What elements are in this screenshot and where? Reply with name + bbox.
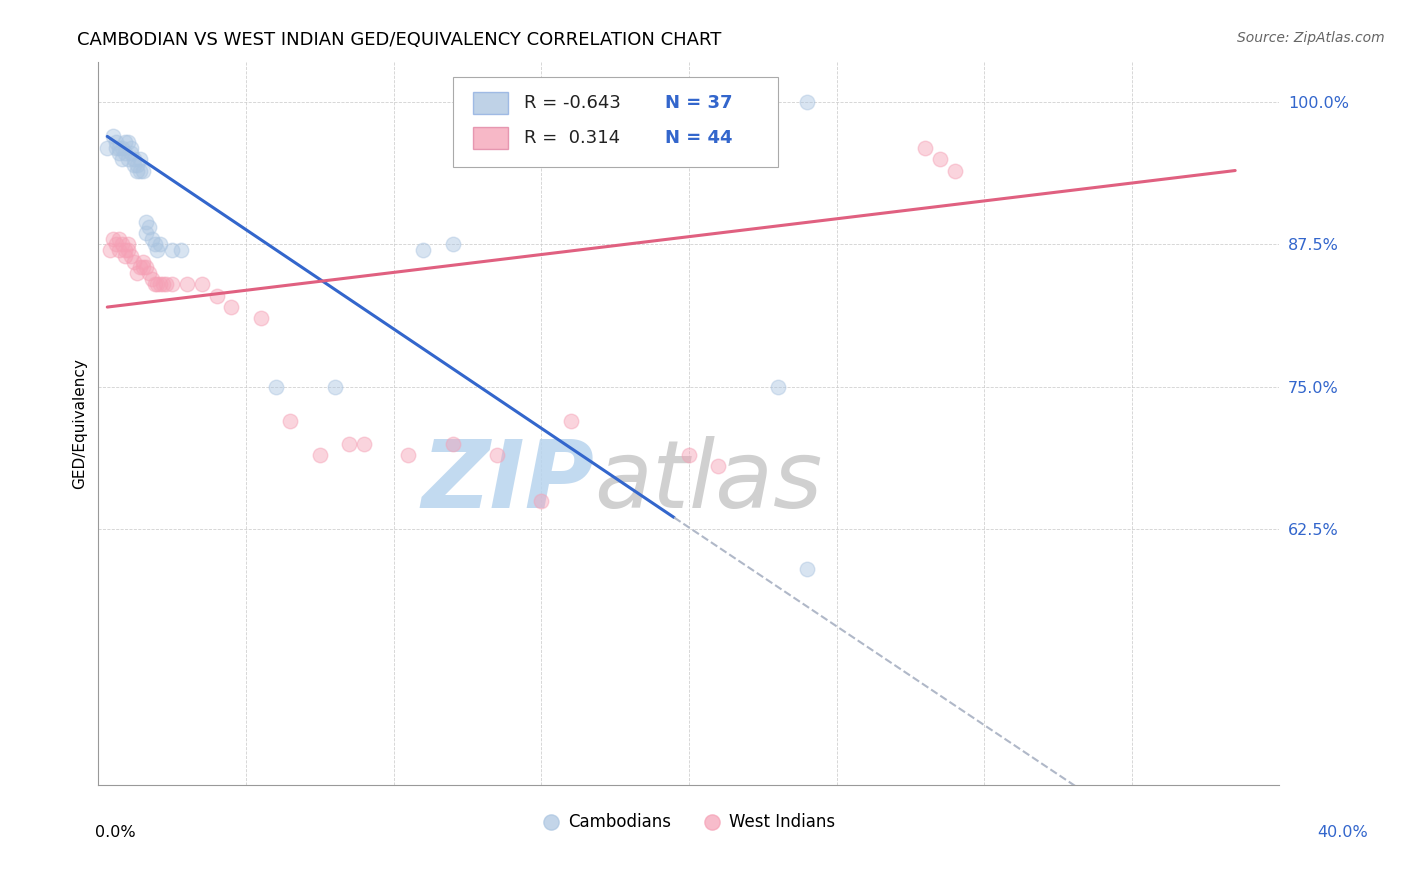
Point <box>128 152 150 166</box>
Text: R = -0.643: R = -0.643 <box>523 94 620 112</box>
Point <box>162 277 183 292</box>
Point <box>105 135 128 149</box>
Point <box>132 260 155 275</box>
Point <box>111 152 134 166</box>
Point <box>149 237 172 252</box>
Text: N = 37: N = 37 <box>665 94 733 112</box>
Text: Source: ZipAtlas.com: Source: ZipAtlas.com <box>1237 31 1385 45</box>
Point <box>111 141 134 155</box>
Point <box>143 277 166 292</box>
Point <box>105 141 128 155</box>
Point <box>114 249 136 263</box>
Point <box>122 152 145 166</box>
Point <box>264 380 287 394</box>
Point <box>943 163 966 178</box>
Point <box>441 436 464 450</box>
Point <box>103 232 125 246</box>
FancyBboxPatch shape <box>453 77 778 167</box>
Point <box>125 266 148 280</box>
Point <box>176 277 198 292</box>
Point <box>122 158 145 172</box>
Point <box>132 163 155 178</box>
Point <box>132 254 155 268</box>
Point <box>152 277 174 292</box>
Point <box>117 237 139 252</box>
Point <box>117 152 139 166</box>
Point <box>114 146 136 161</box>
Point <box>128 163 150 178</box>
FancyBboxPatch shape <box>472 92 508 114</box>
Point <box>108 232 131 246</box>
Point <box>138 220 160 235</box>
Point <box>914 141 936 155</box>
Point <box>486 448 509 462</box>
Point <box>125 163 148 178</box>
Point <box>146 277 169 292</box>
Point <box>135 215 157 229</box>
Point <box>678 448 700 462</box>
Point <box>221 300 243 314</box>
Point <box>138 266 160 280</box>
Text: ZIP: ZIP <box>422 435 595 527</box>
Point <box>170 243 193 257</box>
Point <box>105 237 128 252</box>
Point <box>162 243 183 257</box>
Point <box>135 260 157 275</box>
Point <box>114 135 136 149</box>
Text: R =  0.314: R = 0.314 <box>523 129 620 147</box>
Point <box>766 380 789 394</box>
Point <box>191 277 214 292</box>
FancyBboxPatch shape <box>472 128 508 149</box>
Point <box>309 448 332 462</box>
Point <box>120 146 142 161</box>
Point <box>323 380 346 394</box>
Point <box>796 95 818 110</box>
Point <box>108 146 131 161</box>
Point <box>128 260 150 275</box>
Point <box>96 141 118 155</box>
Point <box>250 311 273 326</box>
Point <box>103 129 125 144</box>
Text: N = 44: N = 44 <box>665 129 733 147</box>
Point <box>111 237 134 252</box>
Point <box>143 237 166 252</box>
Point <box>122 254 145 268</box>
Point <box>135 226 157 240</box>
Point <box>929 152 952 166</box>
Point <box>353 436 375 450</box>
Point <box>125 158 148 172</box>
Point <box>98 243 121 257</box>
Point <box>796 562 818 576</box>
Y-axis label: GED/Equivalency: GED/Equivalency <box>72 359 87 489</box>
Point <box>560 414 582 428</box>
Point <box>155 277 177 292</box>
Text: atlas: atlas <box>595 436 823 527</box>
Point <box>120 249 142 263</box>
Text: 0.0%: 0.0% <box>96 825 135 840</box>
Point <box>141 271 163 285</box>
Legend: Cambodians, West Indians: Cambodians, West Indians <box>536 806 842 838</box>
Point <box>117 135 139 149</box>
Point <box>120 141 142 155</box>
Point <box>441 237 464 252</box>
Point <box>530 493 553 508</box>
Point <box>280 414 302 428</box>
Point <box>114 243 136 257</box>
Point <box>707 459 730 474</box>
Point <box>108 243 131 257</box>
Text: 40.0%: 40.0% <box>1317 825 1368 840</box>
Point <box>398 448 420 462</box>
Point <box>108 141 131 155</box>
Point <box>141 232 163 246</box>
Point <box>117 243 139 257</box>
Text: CAMBODIAN VS WEST INDIAN GED/EQUIVALENCY CORRELATION CHART: CAMBODIAN VS WEST INDIAN GED/EQUIVALENCY… <box>77 31 721 49</box>
Point <box>146 243 169 257</box>
Point <box>412 243 434 257</box>
Point <box>149 277 172 292</box>
Point <box>205 288 228 302</box>
Point <box>339 436 361 450</box>
